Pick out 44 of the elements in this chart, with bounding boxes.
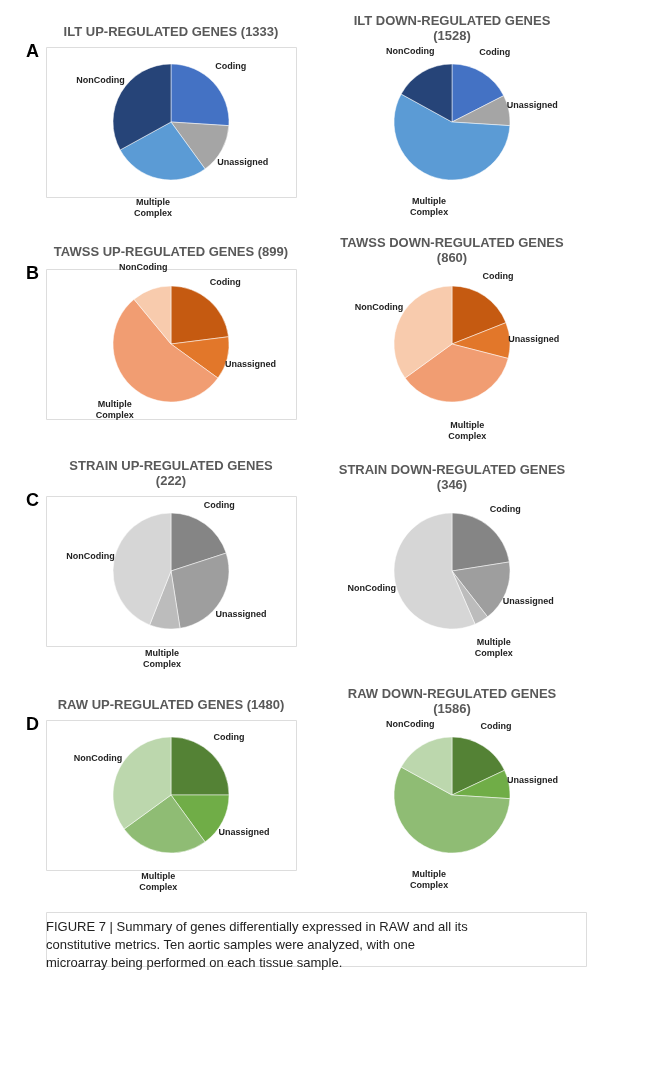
slice-label: NonCoding [347,582,396,593]
text: A [26,41,39,61]
slice-label: Coding [479,47,511,58]
slice-label: Multiple Complex [139,870,178,892]
slice-label: NonCoding [354,301,404,312]
slice-label: Coding [213,732,245,743]
chart-title: RAW DOWN-REGULATED GENES (1586) [347,686,557,716]
caption: FIGURE 7 | Summary of genes differentially expressed in RAW and all its constitutive metrics. Ten aortic samples were analyzed, with one microarray being performed on each tissue sample. [46,919,469,970]
slice-label: NonCoding [73,752,123,763]
text: D [26,714,39,734]
slice-label: Unassigned [507,774,559,785]
slice-label: Coding [489,503,521,514]
slice-label: NonCoding [118,261,168,272]
slice-label: NonCoding [76,75,125,86]
chart-title: ILT DOWN-REGULATED GENES (1528) [353,13,551,43]
slice-label: Unassigned [502,596,554,607]
slice-label: Multiple Complex [142,647,182,669]
chart-title: TAWSS UP-REGULATED GENES (899) [53,243,289,259]
chart-title: RAW UP-REGULATED GENES (1480) [57,697,285,712]
slice-label: Unassigned [506,100,558,111]
slice-label: NonCoding [66,550,115,561]
slice-label: Multiple Complex [95,398,134,420]
slice-label: Unassigned [224,359,276,370]
slice-label: Coding [209,277,241,288]
chart-title: STRAIN UP-REGULATED GENES (222) [69,458,274,488]
slice-label: Unassigned [217,156,269,167]
slice-label: Multiple Complex [474,636,513,658]
slice-label: Multiple Complex [410,868,449,890]
slice-label: Coding [480,720,512,731]
slice-label: Multiple Complex [134,197,173,219]
slice-label: Unassigned [218,827,270,838]
slice-label: NonCoding [386,719,435,730]
chart-title: TAWSS DOWN-REGULATED GENES (860) [340,235,565,265]
slice-label: NonCoding [386,46,435,57]
text: C [26,490,39,510]
slice-label: Unassigned [215,608,267,619]
chart-title: STRAIN DOWN-REGULATED GENES (346) [338,462,566,492]
slice-label: Coding [215,60,247,71]
slice-label: Multiple Complex [410,195,449,217]
slice-label: Coding [203,499,235,510]
text: B [26,263,39,283]
slice-label: Multiple Complex [448,419,487,441]
chart-title: ILT UP-REGULATED GENES (1333) [63,24,279,39]
slice-label: Coding [482,271,514,282]
